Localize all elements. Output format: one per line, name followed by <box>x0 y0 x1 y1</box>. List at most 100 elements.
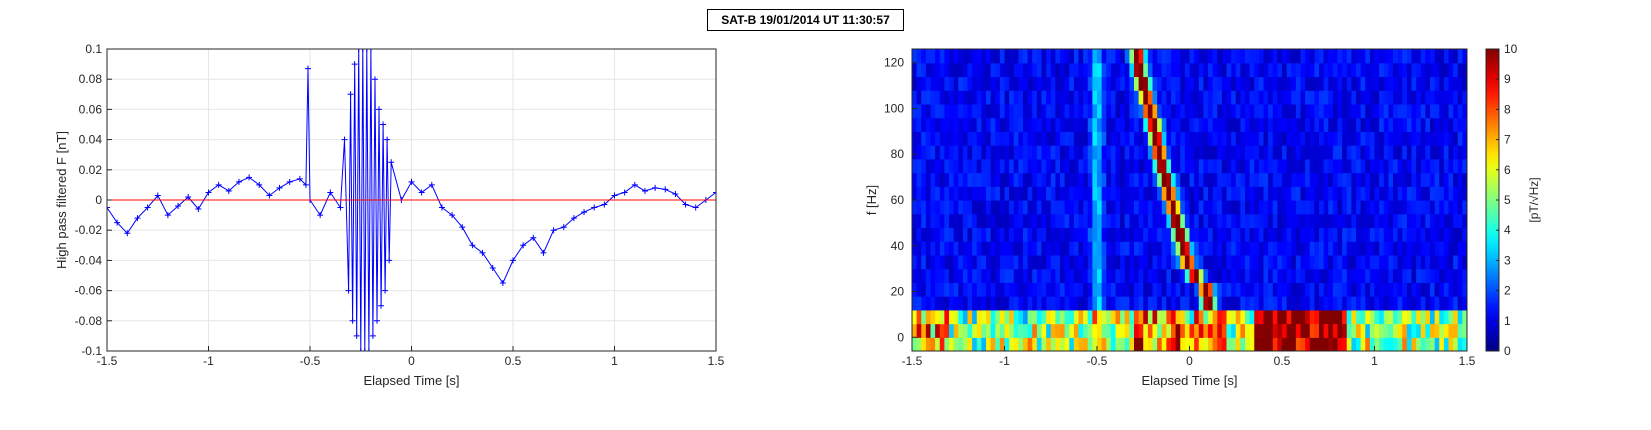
heatmap-cell <box>1397 186 1403 201</box>
heatmap-cell <box>1383 158 1389 174</box>
heatmap-cell <box>1388 268 1394 283</box>
heatmap-cell <box>1013 186 1019 201</box>
heatmap-cell <box>1087 227 1093 242</box>
heatmap-cell <box>1023 172 1029 187</box>
heatmap-cell <box>1134 131 1140 146</box>
heatmap-cell <box>1069 49 1075 64</box>
heatmap-cell <box>1180 309 1186 325</box>
heatmap-cell <box>916 76 922 91</box>
heatmap-cell <box>1189 49 1195 64</box>
heatmap-cell <box>1402 296 1408 311</box>
heatmap-cell <box>921 309 927 325</box>
heatmap-cell <box>1351 186 1357 201</box>
heatmap-cell <box>1027 90 1033 105</box>
heatmap-cell <box>1212 103 1218 119</box>
heatmap-cell <box>1235 227 1241 242</box>
heatmap-cell <box>1439 172 1445 187</box>
heatmap-cell <box>1106 131 1112 146</box>
heatmap-cell <box>967 186 973 201</box>
heatmap-cell <box>1393 227 1399 242</box>
heatmap-cell <box>1406 241 1413 256</box>
heatmap-cell <box>1036 200 1043 215</box>
heatmap-cell <box>944 200 950 215</box>
heatmap-cell <box>1258 49 1265 64</box>
heatmap-cell <box>1323 90 1329 105</box>
heatmap-cell <box>935 268 941 283</box>
heatmap-cell <box>1309 158 1315 174</box>
heatmap-cell <box>1060 103 1066 119</box>
heatmap-cell <box>1157 90 1163 105</box>
heatmap-cell <box>1337 254 1343 270</box>
heatmap-cell <box>1434 296 1440 311</box>
heatmap-cell <box>1184 213 1191 229</box>
heatmap-cell <box>1175 241 1181 256</box>
heatmap-cell <box>967 49 973 64</box>
heatmap-cell <box>1046 282 1052 297</box>
heatmap-cell <box>1055 213 1061 229</box>
heatmap-cell <box>925 145 932 160</box>
heatmap-cell <box>1120 186 1126 201</box>
data-point-marker <box>124 230 131 237</box>
heatmap-cell <box>1374 145 1380 160</box>
heatmap-cell <box>1087 103 1093 119</box>
heatmap-cell <box>1295 323 1302 338</box>
heatmap-cell <box>1050 296 1056 311</box>
heatmap-cell <box>1425 200 1431 215</box>
heatmap-cell <box>1430 131 1436 146</box>
heatmap-cell <box>1245 268 1251 283</box>
heatmap-cell <box>1369 103 1376 119</box>
heatmap-cell <box>1388 117 1394 132</box>
heatmap-cell <box>1138 49 1144 64</box>
heatmap-cell <box>1198 296 1204 311</box>
heatmap-cell <box>1018 145 1024 160</box>
heatmap-cell <box>1434 323 1440 338</box>
heatmap-cell <box>1050 268 1056 283</box>
heatmap-cell <box>1041 200 1047 215</box>
heatmap-cell <box>939 62 945 78</box>
heatmap-cell <box>921 268 927 283</box>
heatmap-cell <box>1254 309 1260 325</box>
heatmap-cell <box>1388 145 1394 160</box>
heatmap-cell <box>962 49 969 64</box>
heatmap-cell <box>1346 282 1352 297</box>
heatmap-cell <box>976 227 982 242</box>
heatmap-cell <box>944 158 950 174</box>
heatmap-cell <box>912 172 918 187</box>
heatmap-cell <box>1208 268 1214 283</box>
heatmap-cell <box>921 76 927 91</box>
heatmap-cell <box>958 172 964 187</box>
heatmap-cell <box>990 227 996 242</box>
heatmap-cell <box>1092 131 1098 146</box>
heatmap-cell <box>1041 49 1047 64</box>
heatmap-cell <box>944 186 950 201</box>
heatmap-cell <box>1351 296 1357 311</box>
heatmap-cell <box>925 227 932 242</box>
heatmap-cell <box>1295 131 1302 146</box>
heatmap-cell <box>1013 103 1019 119</box>
heatmap-cell <box>986 213 992 229</box>
heatmap-cell <box>1180 62 1186 78</box>
heatmap-cell <box>1443 145 1450 160</box>
heatmap-cell <box>912 323 918 338</box>
heatmap-cell <box>1457 213 1463 229</box>
data-point-marker <box>371 76 378 83</box>
heatmap-cell <box>976 213 982 229</box>
heatmap-cell <box>1430 117 1436 132</box>
heatmap-cell <box>990 117 996 132</box>
heatmap-cell <box>1036 90 1043 105</box>
heatmap-cell <box>1018 268 1024 283</box>
heatmap-cell <box>1323 282 1329 297</box>
heatmap-cell <box>1360 241 1366 256</box>
heatmap-cell <box>1374 117 1380 132</box>
heatmap-cell <box>1356 117 1362 132</box>
heatmap-cell <box>1453 145 1459 160</box>
heatmap-cell <box>1263 131 1269 146</box>
heatmap-cell <box>1369 158 1376 174</box>
heatmap-cell <box>953 268 959 283</box>
heatmap-cell <box>1166 309 1172 325</box>
heatmap-cell <box>1124 241 1130 256</box>
heatmap-cell <box>1397 213 1403 229</box>
heatmap-cell <box>1004 90 1010 105</box>
heatmap-cell <box>1013 282 1019 297</box>
heatmap-cell <box>1337 117 1343 132</box>
